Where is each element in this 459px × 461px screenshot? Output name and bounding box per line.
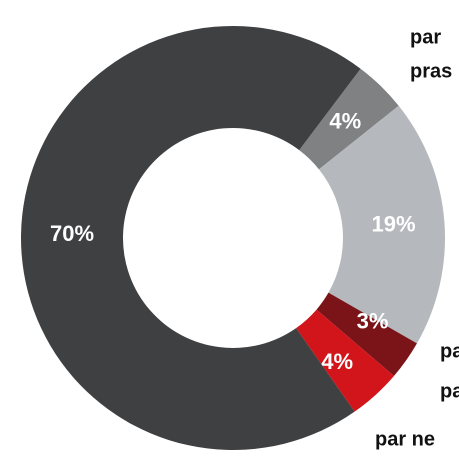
donut-slice (316, 292, 417, 376)
annotation: par ne (375, 428, 435, 450)
annotation: pa (440, 340, 459, 362)
slice-label: 4% (321, 349, 353, 374)
donut-slice (299, 68, 399, 170)
donut-slice (21, 26, 361, 451)
slice-label: 19% (372, 211, 416, 236)
annotation: pa (440, 380, 459, 402)
slice-label: 70% (50, 221, 94, 246)
slice-label: 4% (329, 108, 361, 133)
slice-label: 3% (357, 309, 389, 334)
donut-slice (318, 105, 445, 344)
annotation: pras (410, 60, 452, 82)
annotation: par (410, 26, 441, 48)
donut-slice (296, 309, 394, 412)
